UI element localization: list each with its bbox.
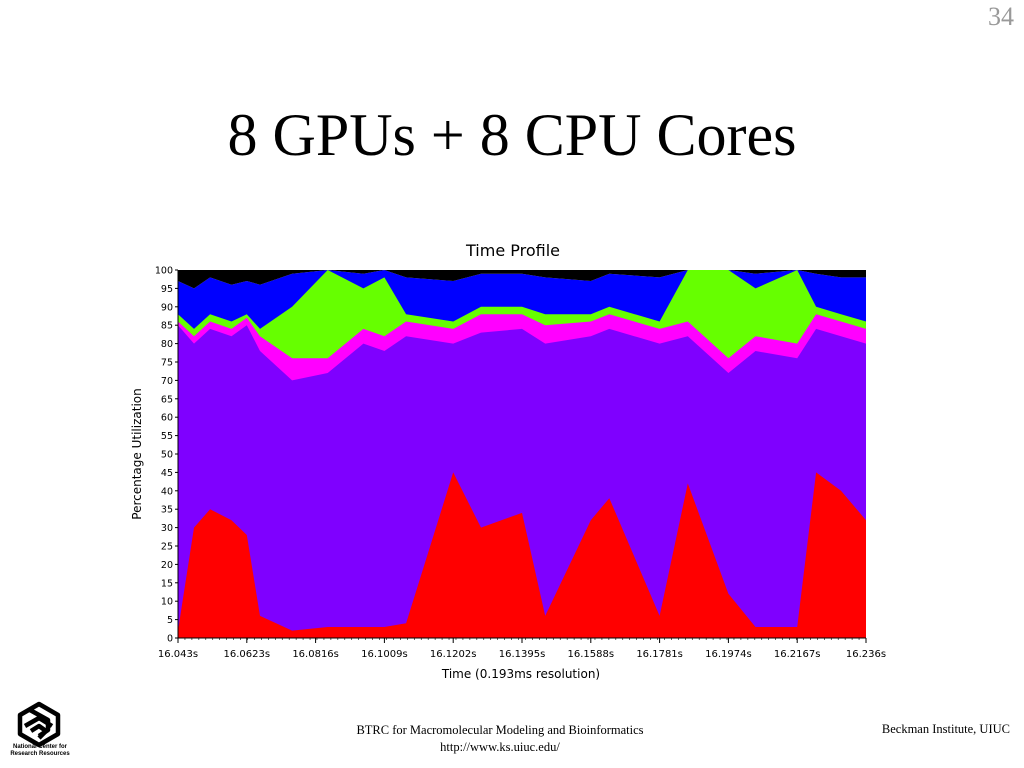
slide-number: 34 <box>988 2 1014 31</box>
y-tick-label: 40 <box>161 486 173 497</box>
y-axis-label: Percentage Utilization <box>130 388 144 519</box>
y-tick-label: 15 <box>161 578 173 589</box>
x-tick-label: 16.043s <box>158 649 198 660</box>
y-tick-label: 5 <box>167 615 173 626</box>
y-tick-label: 80 <box>161 339 173 350</box>
y-tick-label: 45 <box>161 468 173 479</box>
footer-url[interactable]: http://www.ks.uiuc.edu/ <box>440 740 560 754</box>
x-tick-label: 16.0816s <box>292 649 339 660</box>
time-profile-chart: Time Profile 0 5 10 15 20 25 30 35 40 45 50 55 60 65 7… <box>130 241 886 681</box>
x-tick-label: 16.1395s <box>499 649 546 660</box>
chart-marks <box>178 270 866 638</box>
ncrr-logo <box>17 701 61 748</box>
y-tick-label: 95 <box>161 284 173 295</box>
footer-organization: BTRC for Macromolecular Modeling and Bio… <box>356 723 644 737</box>
x-tick-label: 16.1588s <box>568 649 615 660</box>
y-tick-label: 65 <box>161 394 173 405</box>
slide-title: 8 GPUs + 8 CPU Cores <box>227 102 797 168</box>
y-tick-label: 70 <box>161 376 173 387</box>
x-axis-label: Time (0.193ms resolution) <box>441 667 600 681</box>
logo-text-line1: National Center for <box>12 744 67 750</box>
y-tick-label: 55 <box>161 431 173 442</box>
footer-institute: Beckman Institute, UIUC <box>881 722 1010 736</box>
y-tick-label: 85 <box>161 321 173 332</box>
y-tick-label: 35 <box>161 505 173 516</box>
x-axis: 16.043s 16.0623s 16.0816s 16.1009s 16.1202s 1… <box>158 637 886 660</box>
x-tick-label: 16.1202s <box>430 649 477 660</box>
y-tick-label: 75 <box>161 358 173 369</box>
y-tick-label: 10 <box>161 597 173 608</box>
ncrr-logo-text: National Center for Research Resources <box>4 744 76 758</box>
y-tick-label: 50 <box>161 450 173 461</box>
y-tick-label: 30 <box>161 523 173 534</box>
x-tick-label: 16.1781s <box>636 649 683 660</box>
y-tick-label: 25 <box>161 542 173 553</box>
y-axis: 0 5 10 15 20 25 30 35 40 45 50 55 60 65 70 75 80 85 90 95 10… <box>155 266 179 645</box>
y-tick-label: 20 <box>161 560 173 571</box>
x-tick-label: 16.2167s <box>774 649 821 660</box>
idle-top-band <box>178 270 866 289</box>
footer-center: BTRC for Macromolecular Modeling and Bio… <box>300 722 700 756</box>
y-tick-label: 0 <box>167 634 173 645</box>
y-tick-label: 90 <box>161 302 173 313</box>
chart-title: Time Profile <box>465 241 560 260</box>
y-tick-label: 100 <box>155 266 173 277</box>
x-tick-label: 16.0623s <box>224 649 271 660</box>
x-tick-label: 16.1974s <box>705 649 752 660</box>
x-tick-label: 16.236s <box>846 649 886 660</box>
x-tick-label: 16.1009s <box>361 649 408 660</box>
logo-text-line2: Research Resources <box>10 751 70 757</box>
y-tick-label: 60 <box>161 413 173 424</box>
series-red-area <box>178 472 866 638</box>
